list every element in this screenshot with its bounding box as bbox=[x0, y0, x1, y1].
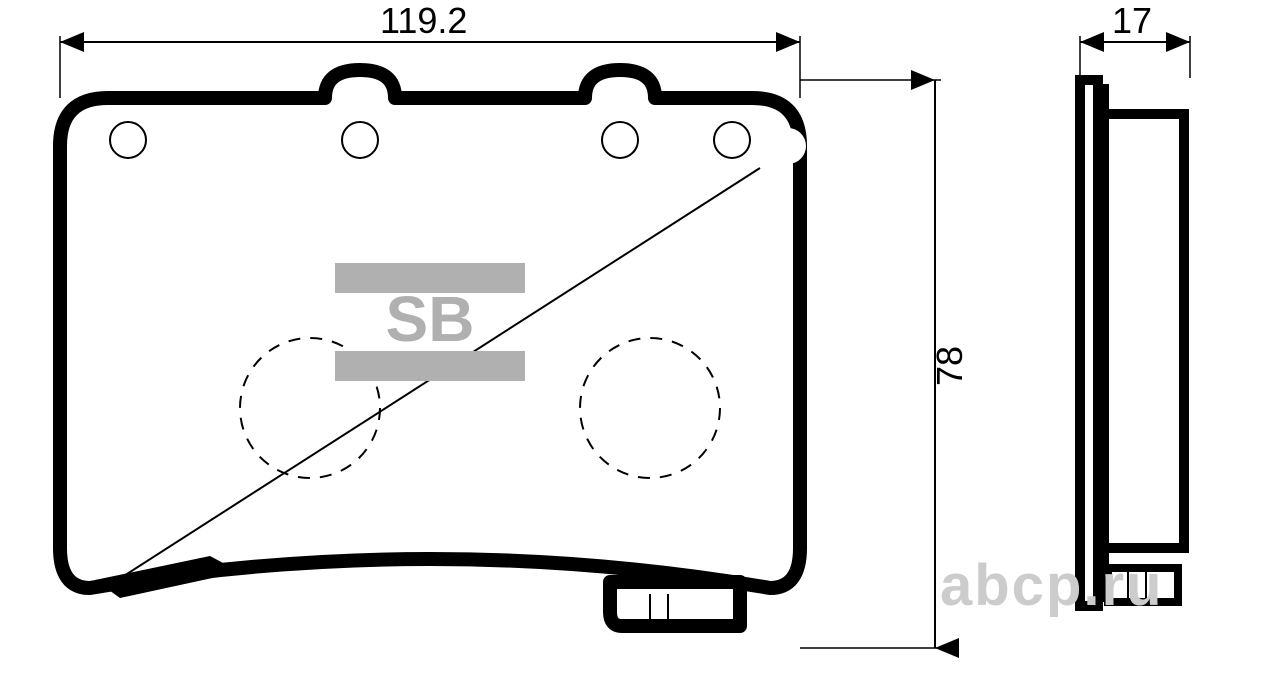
side-friction-block bbox=[1104, 114, 1184, 548]
sensor-connector bbox=[610, 582, 740, 626]
watermark-text: abcp.ru bbox=[940, 552, 1164, 619]
side-backing-plate bbox=[1080, 80, 1098, 606]
width-dim-label: 119.2 bbox=[380, 0, 467, 42]
svg-text:SB: SB bbox=[386, 283, 475, 355]
mounting-hole bbox=[714, 122, 750, 158]
mounting-hole bbox=[342, 122, 378, 158]
thickness-dim-label: 17 bbox=[1112, 0, 1152, 42]
piston-circle bbox=[580, 338, 720, 478]
sb-logo: SB bbox=[335, 263, 525, 381]
mounting-hole bbox=[602, 122, 638, 158]
mounting-hole bbox=[110, 122, 146, 158]
height-dim-label: 78 bbox=[929, 346, 971, 386]
